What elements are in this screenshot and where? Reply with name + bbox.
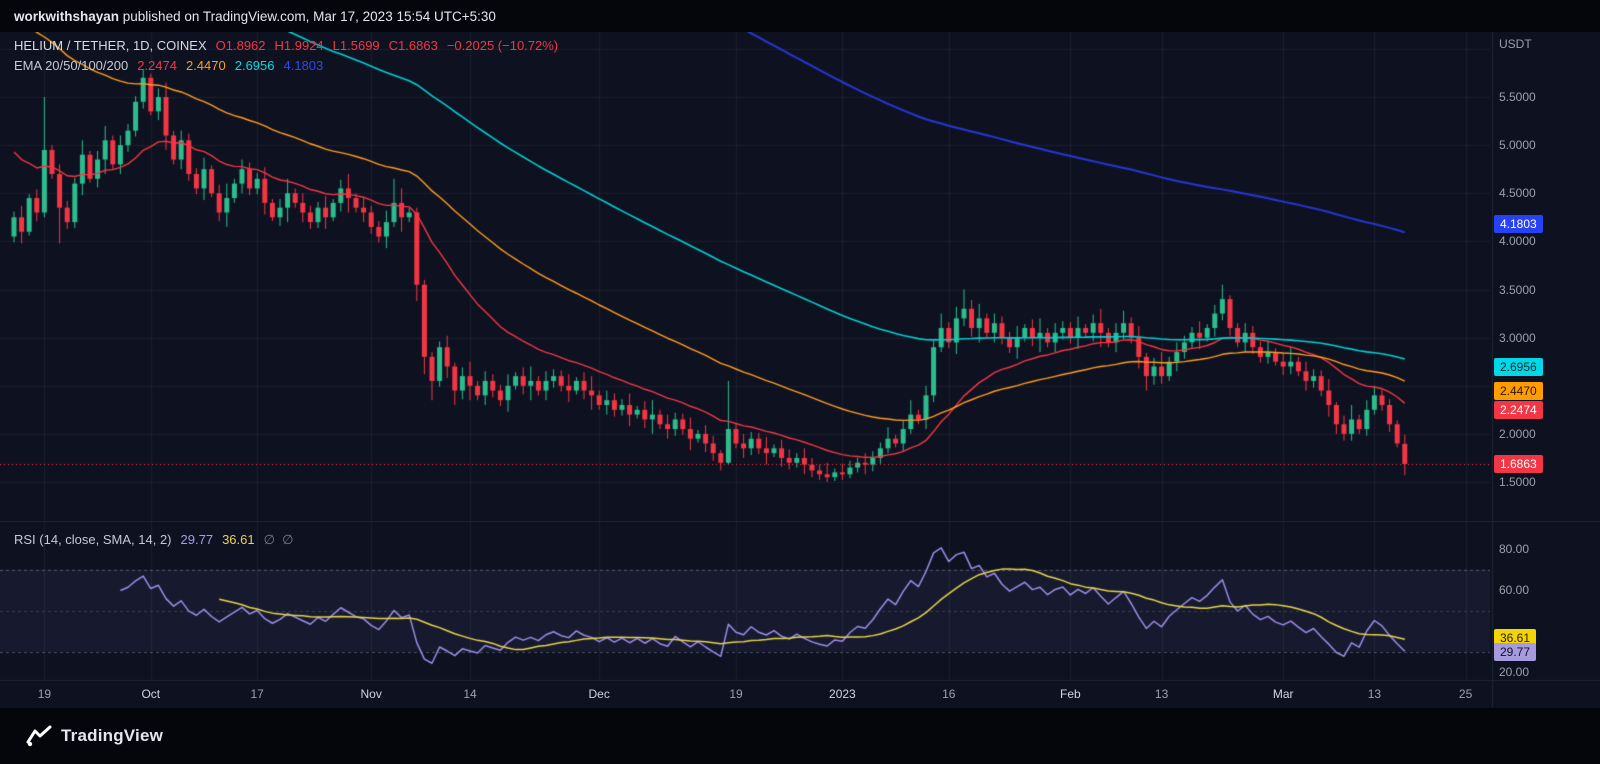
time-axis-label: 13: [1154, 687, 1169, 701]
rsi-value: 29.77: [180, 532, 214, 547]
time-axis-label: Nov: [360, 687, 382, 701]
footer-bar: TradingView: [0, 708, 1600, 764]
publisher-username: workwithshayan: [14, 8, 120, 24]
publish-info: published on TradingView.com, Mar 17, 20…: [119, 8, 496, 24]
ema-legend-row[interactable]: EMA 20/50/100/200 2.2474 2.4470 2.6956 4…: [14, 58, 323, 74]
ema-label[interactable]: EMA 20/50/100/200: [14, 58, 129, 73]
rsi-badge: 29.77: [1494, 642, 1537, 661]
time-axis-label: Oct: [141, 687, 161, 701]
time-axis-label: 25: [1458, 687, 1473, 701]
price-badge: 1.6863: [1494, 455, 1543, 474]
tradingview-logo-icon[interactable]: [26, 724, 52, 748]
price-axis-label: 4.0000: [1499, 234, 1536, 249]
ohlc-change: −0.2025 (−10.72%): [446, 38, 559, 53]
ema50-value: 2.4470: [185, 58, 226, 73]
time-axis-label: 13: [1367, 687, 1382, 701]
price-axis-label: 5.5000: [1499, 90, 1536, 104]
ohlc-low: L1.5699: [332, 38, 380, 53]
time-axis-label: 2023: [829, 687, 856, 701]
price-badge: 2.2474: [1494, 401, 1543, 420]
ema100-value: 2.6956: [234, 58, 275, 73]
tradingview-wordmark[interactable]: TradingView: [61, 726, 164, 745]
time-axis-label: 17: [250, 687, 264, 701]
ohlc-close: C1.6863: [388, 38, 438, 53]
ohlc-open: O1.8962: [215, 38, 266, 53]
price-axis-label: 2.0000: [1499, 426, 1536, 441]
ema20-value: 2.2474: [137, 58, 177, 73]
rsi-sma-value: 36.61: [222, 532, 255, 547]
rsi-axis-label: 80.00: [1499, 542, 1530, 556]
symbol-title[interactable]: HELIUM / TETHER, 1D, COINEX: [14, 38, 207, 53]
price-badge: 2.4470: [1494, 381, 1543, 400]
price-axis-label: 3.5000: [1499, 282, 1536, 297]
price-axis-label: 1.5000: [1499, 475, 1536, 489]
time-axis-label: 19: [729, 687, 743, 701]
time-axis-label: Feb: [1060, 687, 1081, 701]
time-axis-label: 14: [463, 687, 477, 701]
time-axis-label: 16: [942, 687, 956, 701]
ema200-value: 4.1803: [283, 58, 324, 73]
time-axis-label: Mar: [1272, 687, 1294, 701]
price-axis-currency: USDT: [1499, 37, 1532, 51]
price-badge: 4.1803: [1494, 215, 1543, 234]
publish-banner: workwithshayan published on TradingView.…: [0, 0, 1600, 32]
price-axis-label: 4.5000: [1499, 186, 1536, 201]
rsi-axis-label: 20.00: [1499, 665, 1530, 679]
rsi-legend-row[interactable]: RSI (14, close, SMA, 14, 2) 29.77 36.61 …: [14, 532, 293, 548]
symbol-legend-row[interactable]: HELIUM / TETHER, 1D, COINEX O1.8962 H1.9…: [14, 38, 558, 54]
price-axis-label: 5.0000: [1499, 138, 1536, 153]
time-axis-label: 19: [37, 687, 52, 701]
rsi-badge: 36.61: [1494, 628, 1537, 647]
rsi-hidden-inputs: ∅ ∅: [263, 532, 294, 547]
rsi-label[interactable]: RSI (14, close, SMA, 14, 2): [14, 532, 172, 547]
ohlc-high: H1.9924: [274, 38, 324, 53]
price-badge: 2.6956: [1494, 357, 1543, 376]
time-axis-label: Dec: [588, 687, 610, 701]
price-axis-label: 3.0000: [1499, 330, 1536, 345]
rsi-axis-label: 60.00: [1499, 583, 1530, 597]
